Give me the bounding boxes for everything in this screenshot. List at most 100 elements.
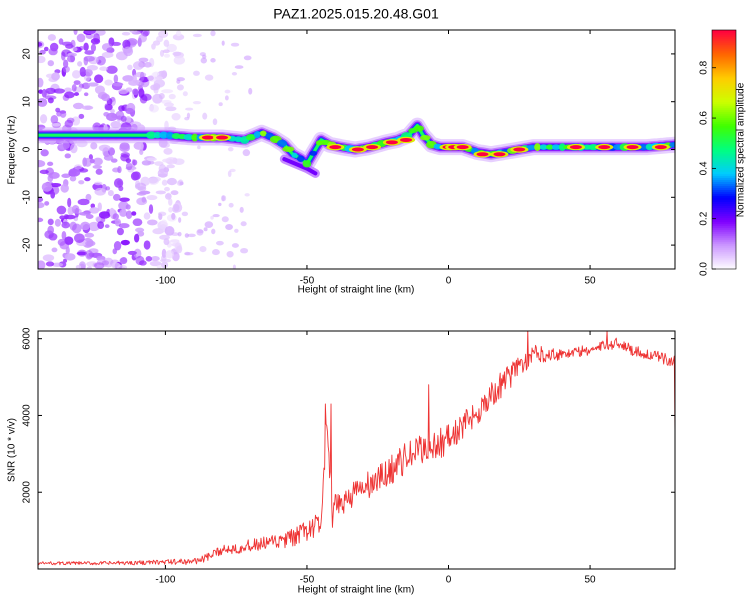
- ridge-blob: [165, 131, 174, 140]
- noise-speckle: [104, 103, 109, 111]
- noise-speckle: [98, 144, 111, 152]
- colorbar-cell: [712, 47, 736, 51]
- noise-speckle: [56, 205, 67, 215]
- snr-y-tick-label: 2000: [22, 481, 33, 504]
- noise-speckle: [178, 217, 182, 223]
- colorbar-cell: [712, 97, 736, 101]
- colorbar-cell: [712, 41, 736, 45]
- noise-speckle: [212, 249, 220, 256]
- noise-speckle: [64, 236, 74, 245]
- noise-speckle: [51, 122, 61, 127]
- noise-speckle: [127, 64, 133, 71]
- ridge-peak: [329, 145, 342, 150]
- ridge-blob: [534, 143, 541, 152]
- noise-speckle: [61, 230, 67, 240]
- noise-speckle: [38, 98, 48, 107]
- noise-speckle: [168, 207, 173, 213]
- colorbar-cell: [712, 67, 736, 71]
- noise-speckle: [83, 42, 89, 51]
- spectrogram-x-axis-label: Height of straight line (km): [298, 285, 415, 296]
- colorbar-cell: [712, 51, 736, 55]
- noise-speckle: [113, 74, 119, 84]
- noise-speckle: [73, 80, 81, 85]
- colorbar-cell: [712, 89, 736, 93]
- noise-speckle: [171, 212, 176, 220]
- noise-speckle: [164, 226, 175, 236]
- colorbar-cell: [712, 131, 736, 135]
- colorbar-cell: [712, 161, 736, 165]
- noise-speckle: [172, 33, 185, 41]
- colorbar-cell: [712, 69, 736, 73]
- ridge-peak: [201, 135, 214, 140]
- noise-speckle: [234, 228, 239, 233]
- noise-speckle: [163, 39, 170, 47]
- colorbar-cell: [712, 37, 736, 41]
- noise-speckle: [38, 202, 45, 209]
- noise-speckle: [199, 246, 207, 253]
- noise-speckle: [120, 153, 130, 162]
- noise-speckle: [184, 251, 191, 256]
- spectrogram-y-tick-label: 20: [22, 48, 33, 60]
- noise-speckle: [135, 227, 145, 233]
- noise-speckle: [38, 160, 46, 168]
- noise-speckle: [47, 97, 54, 104]
- noise-speckle: [187, 233, 196, 238]
- noise-speckle: [39, 169, 49, 175]
- noise-speckle: [181, 211, 189, 217]
- colorbar-cell: [712, 167, 736, 171]
- noise-speckle: [82, 157, 88, 167]
- noise-speckle: [242, 149, 251, 157]
- ridge-blob: [183, 133, 194, 141]
- snr-y-ticks: 2000 4000 6000: [22, 327, 675, 503]
- noise-speckle: [137, 186, 147, 192]
- colorbar-cell: [712, 235, 736, 238]
- noise-speckle: [166, 43, 177, 53]
- noise-speckle: [106, 112, 118, 122]
- noise-speckle: [131, 211, 137, 216]
- colorbar-cell: [712, 119, 736, 123]
- noise-speckle: [176, 77, 185, 82]
- colorbar-cell: [712, 239, 736, 242]
- colorbar-cell: [712, 141, 736, 145]
- noise-speckle: [84, 232, 95, 238]
- noise-speckle: [38, 196, 44, 203]
- noise-speckle: [38, 77, 44, 88]
- noise-speckle: [59, 215, 66, 220]
- colorbar-cell: [712, 59, 736, 63]
- noise-speckle: [154, 161, 164, 166]
- noise-speckle: [97, 202, 102, 212]
- noise-speckle: [101, 93, 110, 102]
- colorbar-cell: [712, 143, 736, 147]
- colorbar-cell: [712, 213, 736, 216]
- noise-speckle: [210, 58, 216, 63]
- snr-y-tick-label: 6000: [22, 327, 33, 350]
- noise-speckle: [161, 70, 168, 79]
- colorbar-tick-label: 0.0: [699, 262, 710, 276]
- noise-speckle: [92, 164, 103, 169]
- ridge-peak: [400, 137, 413, 142]
- colorbar-cell: [712, 85, 736, 89]
- noise-speckle: [106, 65, 118, 74]
- noise-speckle: [168, 93, 176, 100]
- noise-speckle: [69, 143, 78, 154]
- noise-speckle: [157, 168, 169, 178]
- ridge-blob: [253, 131, 261, 139]
- noise-speckle: [232, 264, 236, 269]
- colorbar-cell: [712, 31, 736, 35]
- noise-speckle: [67, 206, 74, 216]
- noise-speckle: [162, 158, 171, 163]
- noise-speckle: [119, 209, 128, 217]
- ridge-blob: [414, 125, 424, 132]
- noise-speckle: [74, 164, 83, 170]
- ridge-blob: [159, 131, 169, 139]
- noise-speckle: [229, 168, 236, 173]
- noise-speckle: [113, 241, 122, 251]
- spectrogram-y-axis-label: Frequency (Hz): [7, 116, 18, 185]
- noise-speckle: [69, 221, 77, 231]
- noise-speckle: [73, 92, 80, 96]
- colorbar-cell: [712, 157, 736, 161]
- colorbar-ticks: 0.0 0.2 0.4 0.6 0.8: [699, 60, 716, 276]
- noise-speckle: [168, 198, 173, 206]
- noise-speckle: [83, 56, 89, 66]
